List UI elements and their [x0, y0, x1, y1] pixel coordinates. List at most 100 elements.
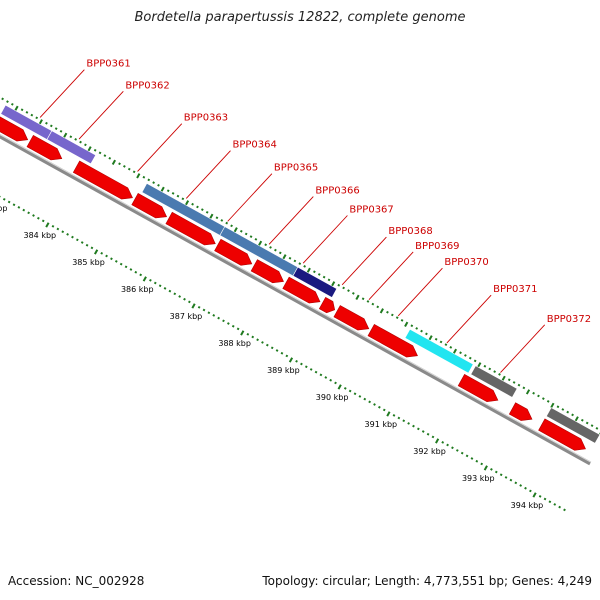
outer-tick-mark: [489, 368, 490, 370]
outer-tick-mark: [592, 425, 593, 427]
gene-leader-line: [342, 237, 386, 285]
outer-tick-mark: [210, 214, 212, 218]
scale-tick-mark: [432, 436, 433, 438]
scale-tick-mark: [418, 428, 419, 430]
scale-tick-mark: [549, 501, 550, 503]
outer-tick-mark: [332, 282, 334, 286]
scale-tick-mark: [169, 290, 170, 292]
gene-leader-line: [186, 151, 230, 199]
outer-tick-mark: [502, 376, 504, 380]
outer-tick-mark: [478, 363, 480, 367]
scale-tick-mark: [510, 479, 511, 481]
feature-track: [1, 105, 600, 443]
outer-tick-mark: [255, 238, 256, 240]
outer-tick-mark: [177, 195, 178, 197]
gene-leader-line: [303, 216, 347, 264]
scale-tick-mark: [355, 393, 356, 395]
scale-tick-mark: [82, 242, 83, 244]
outer-tick-mark: [572, 414, 573, 416]
outer-tick-mark: [75, 139, 76, 141]
outer-tick-mark: [527, 390, 529, 394]
scale-tick-mark: [286, 355, 287, 357]
scale-tick-mark: [311, 369, 312, 371]
outer-tick-mark: [308, 268, 310, 272]
scale-tick-mark: [165, 288, 166, 290]
outer-tick-mark: [158, 184, 159, 186]
scale-tick-mark: [126, 266, 127, 268]
outer-tick-mark: [557, 406, 558, 408]
scale-tick-mark: [87, 244, 88, 246]
scale-tick-mark: [14, 204, 15, 206]
outer-tick-mark: [40, 120, 42, 124]
scale-tick-mark: [111, 258, 112, 260]
gene-label: BPP0361: [86, 59, 130, 70]
scale-tick-mark: [338, 385, 340, 389]
outer-tick-mark: [2, 98, 3, 100]
outer-tick-mark: [454, 349, 456, 353]
outer-tick-mark: [314, 271, 315, 273]
scale-tick-mark: [52, 225, 53, 227]
scale-label: 393 kbp: [462, 474, 495, 483]
outer-tick-mark: [64, 133, 66, 137]
outer-tick-mark: [226, 222, 227, 224]
scale-tick-mark: [208, 312, 209, 314]
scale-tick-mark: [301, 363, 302, 365]
scale-label: 390 kbp: [316, 393, 349, 402]
scale-tick-mark: [290, 358, 292, 362]
scale-tick-mark: [554, 504, 555, 506]
scale-tick-mark: [9, 201, 10, 203]
scale-tick-mark: [247, 333, 248, 335]
scale-tick-mark: [520, 485, 521, 487]
outer-tick-mark: [582, 419, 583, 421]
outer-tick-mark: [567, 411, 568, 413]
scale-tick-mark: [491, 468, 492, 470]
scale-tick-mark: [325, 377, 326, 379]
outer-tick-mark: [470, 357, 471, 359]
outer-tick-mark: [143, 176, 144, 178]
scale-tick-mark: [101, 252, 102, 254]
outer-tick-mark: [148, 179, 149, 181]
outer-tick-mark: [109, 157, 110, 159]
scale-tick-mark: [345, 387, 346, 389]
scale-tick-mark: [213, 315, 214, 317]
outer-tick-mark: [192, 203, 193, 205]
scale-tick-mark: [189, 301, 190, 303]
outer-tick-mark: [353, 292, 354, 294]
outer-tick-mark: [465, 355, 466, 357]
scale-tick-mark: [306, 366, 307, 368]
scale-tick-mark: [130, 269, 131, 271]
gene-label: BPP0370: [444, 257, 488, 268]
outer-tick-mark: [445, 344, 446, 346]
scale-label: 383 kbp: [0, 204, 7, 213]
cds-arrow: [509, 403, 532, 421]
outer-tick-mark: [186, 201, 188, 205]
outer-tick-mark: [372, 303, 373, 305]
gene-label: BPP0364: [232, 140, 276, 151]
outer-tick-mark: [246, 233, 247, 235]
scale-tick-mark: [184, 298, 185, 300]
outer-tick-mark: [356, 295, 358, 299]
scale-label: 389 kbp: [267, 366, 300, 375]
gene-leader-line: [40, 70, 84, 118]
scale-tick-mark: [67, 234, 68, 236]
outer-tick-mark: [182, 198, 183, 200]
outer-tick-mark: [551, 403, 553, 407]
scale-tick-mark: [476, 460, 477, 462]
outer-tick-mark: [450, 346, 451, 348]
scale-tick-mark: [46, 223, 48, 227]
scale-tick-mark: [4, 198, 5, 200]
scale-tick-mark: [545, 498, 546, 500]
outer-tick-mark: [251, 236, 252, 238]
outer-tick-mark: [514, 382, 515, 384]
outer-tick-mark: [348, 290, 349, 292]
outer-tick-mark: [134, 171, 135, 173]
outer-tick-mark: [290, 257, 291, 259]
scale-tick-mark: [485, 466, 487, 470]
gene-label: BPP0367: [349, 205, 393, 216]
gene-leader-line: [500, 325, 544, 373]
outer-tick-mark: [161, 187, 163, 191]
scale-tick-mark: [218, 317, 219, 319]
scale-tick-mark: [277, 350, 278, 352]
scale-tick-mark: [238, 328, 239, 330]
scale-tick-mark: [467, 455, 468, 457]
